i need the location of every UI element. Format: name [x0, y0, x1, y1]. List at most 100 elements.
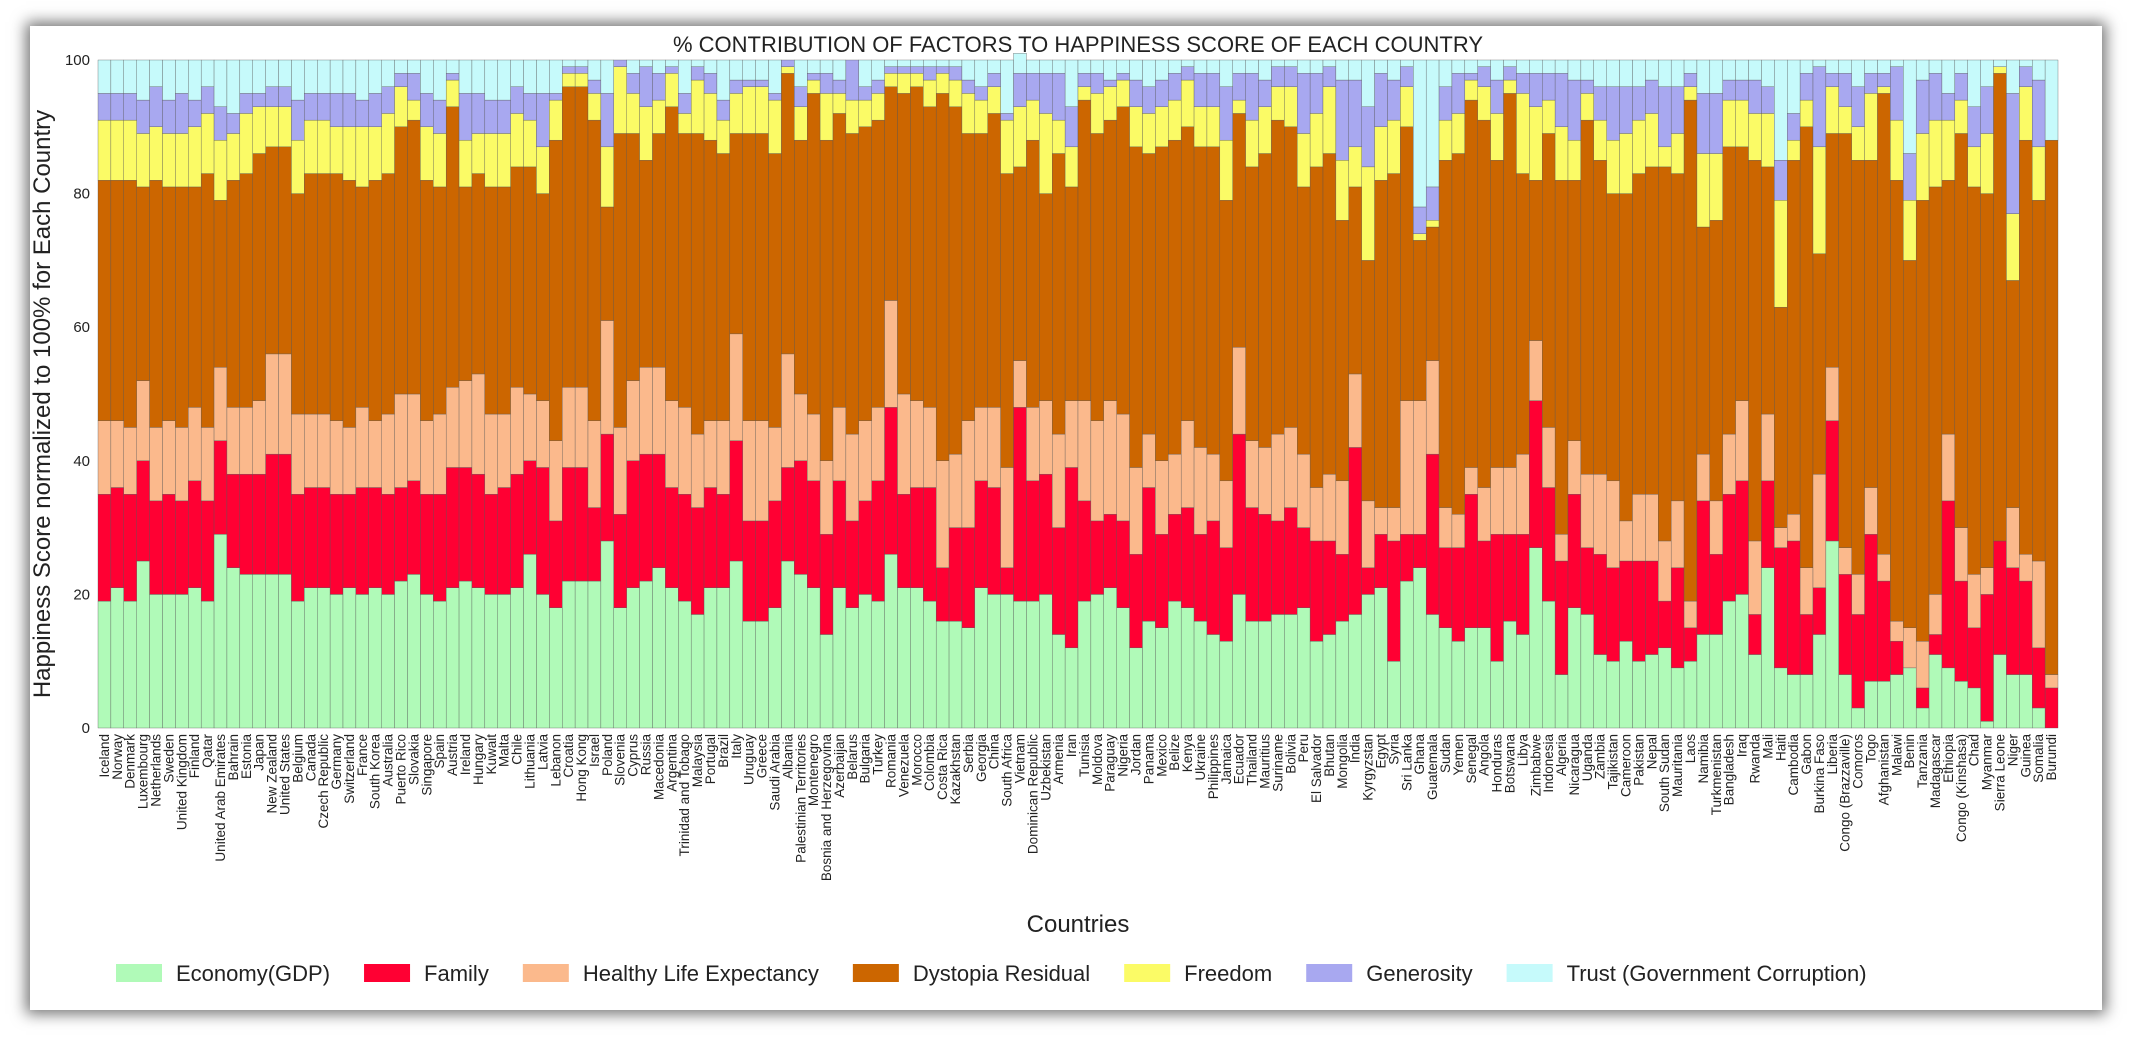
bar-segment-freedom [703, 93, 718, 141]
bar-segment-generosity [2032, 79, 2046, 148]
bar-segment-dystopia-residual [1619, 193, 1633, 522]
bar-segment-economy-gdp [1877, 681, 1891, 729]
bar-segment-healthy-life-expectancy [1503, 467, 1517, 535]
x-tick-label: Philippines [1206, 734, 1221, 800]
bar-segment-economy-gdp [1413, 567, 1427, 729]
bar-segment-trust-government-corruption [1683, 59, 1698, 74]
x-tick-label: Zambia [1593, 734, 1608, 780]
bar-segment-dystopia-residual [1271, 119, 1285, 435]
bar-segment-generosity [1438, 86, 1453, 121]
bar-segment-dystopia-residual [1477, 119, 1491, 488]
bar-segment-family [2006, 567, 2020, 675]
bar-segment-dystopia-residual [562, 86, 576, 388]
bar-segment-economy-gdp [484, 594, 498, 729]
x-tick-label: Egypt [1374, 734, 1389, 769]
x-tick-label: Ireland [458, 734, 473, 775]
chart-figure: 0 20 40 60 80 100 Iceland Norway Denmark Luxembou… [30, 26, 2102, 1010]
bar-segment-freedom [1619, 133, 1633, 194]
bar-segment-freedom [1593, 119, 1607, 161]
bar-segment-economy-gdp [291, 600, 305, 729]
bar-segment-economy-gdp [329, 594, 344, 729]
bar-segment-family [110, 487, 124, 588]
bar-segment-economy-gdp [1361, 594, 1375, 729]
bar-segment-freedom [1361, 166, 1375, 261]
bar-segment-trust-government-corruption [1361, 59, 1375, 107]
bar-segment-healthy-life-expectancy [562, 387, 576, 468]
x-tick-label: Mauritania [1670, 734, 1685, 798]
bar-segment-trust-government-corruption [523, 59, 537, 94]
bar-segment-generosity [1413, 206, 1427, 234]
bar-segment-healthy-life-expectancy [1400, 400, 1414, 535]
bar-segment-generosity [342, 93, 357, 127]
bar-segment-healthy-life-expectancy [729, 333, 743, 441]
bar-segment-dystopia-residual [858, 126, 872, 421]
bar-segment-dystopia-residual [742, 133, 756, 421]
bar-segment-freedom [948, 79, 963, 107]
bar-segment-trust-government-corruption [2044, 59, 2059, 141]
bar-segment-dystopia-residual [278, 146, 292, 355]
x-tick-label: Mauritius [1257, 734, 1272, 789]
bar-segment-dystopia-residual [819, 139, 834, 461]
bar-segment-family [1928, 634, 1943, 655]
bar-segment-family [1580, 547, 1594, 615]
bar-segment-dystopia-residual [665, 106, 679, 401]
bar-segment-family [175, 500, 189, 595]
x-tick-label: United Arab Emirates [213, 734, 228, 862]
bar-segment-healthy-life-expectancy [1787, 514, 1801, 542]
bar-segment-healthy-life-expectancy [1374, 507, 1388, 535]
bar-segment-healthy-life-expectancy [1142, 433, 1156, 488]
bar-segment-generosity [510, 86, 524, 114]
bar-segment-dystopia-residual [1464, 99, 1478, 468]
bar-segment-dystopia-residual [1232, 113, 1246, 348]
bar-segment-economy-gdp [252, 574, 266, 729]
x-tick-label: Russia [639, 734, 654, 776]
bar-segment-family [1490, 534, 1504, 662]
bar-segment-dystopia-residual [587, 119, 602, 421]
bar-segment-family [665, 487, 679, 588]
bar-segment-generosity [1658, 86, 1672, 148]
bar-segment-dystopia-residual [845, 133, 859, 435]
bar-segment-generosity [1039, 73, 1053, 114]
bar-segment-family [1077, 500, 1092, 602]
bar-segment-dystopia-residual [1064, 186, 1079, 401]
bar-segment-dystopia-residual [1748, 160, 1762, 542]
bar-segment-family [1696, 500, 1711, 635]
x-tick-label: Jordan [1129, 734, 1144, 775]
bar-segment-economy-gdp [304, 587, 318, 729]
bar-segment-economy-gdp [1774, 667, 1788, 729]
bar-segment-generosity [536, 93, 550, 148]
bar-segment-generosity [1696, 93, 1711, 154]
bar-segment-family [1090, 520, 1104, 595]
bar-segment-freedom [1580, 93, 1594, 121]
bar-segment-healthy-life-expectancy [1219, 480, 1233, 548]
bar-segment-freedom [626, 93, 640, 134]
bar-segment-dystopia-residual [1490, 160, 1504, 468]
bar-segment-freedom [368, 126, 382, 181]
bar-segment-healthy-life-expectancy [1619, 520, 1633, 562]
bar-segment-generosity [678, 93, 692, 114]
x-tick-label: Bangladesh [1722, 734, 1737, 805]
bar-segment-freedom [1309, 113, 1324, 168]
bar-segment-trust-government-corruption [1451, 59, 1466, 74]
x-tick-label: Albania [780, 734, 795, 780]
bar-segment-trust-government-corruption [97, 59, 112, 94]
bar-segment-freedom [845, 99, 859, 134]
bar-segment-economy-gdp [1903, 667, 1917, 729]
bar-segment-dystopia-residual [188, 186, 202, 408]
bar-segment-dystopia-residual [1812, 253, 1827, 475]
bar-segment-freedom [1232, 99, 1246, 114]
bar-segment-healthy-life-expectancy [1322, 473, 1337, 542]
legend-label-trust-government-corruption: Trust (Government Corruption) [1567, 961, 1867, 986]
bar-segment-healthy-life-expectancy [807, 413, 821, 482]
bar-segment-freedom [433, 133, 447, 188]
bar-segment-trust-government-corruption [407, 59, 421, 74]
bar-segment-trust-government-corruption [1851, 59, 1865, 87]
bar-segment-family [768, 500, 782, 608]
bar-segment-healthy-life-expectancy [110, 420, 124, 488]
bar-segment-healthy-life-expectancy [1890, 620, 1904, 642]
bar-segment-dystopia-residual [1309, 166, 1324, 488]
bar-segment-trust-government-corruption [471, 59, 486, 94]
bar-segment-generosity [1825, 73, 1839, 87]
x-tick-label: Puerto Rico [394, 734, 409, 805]
bar-segment-generosity [265, 86, 279, 107]
